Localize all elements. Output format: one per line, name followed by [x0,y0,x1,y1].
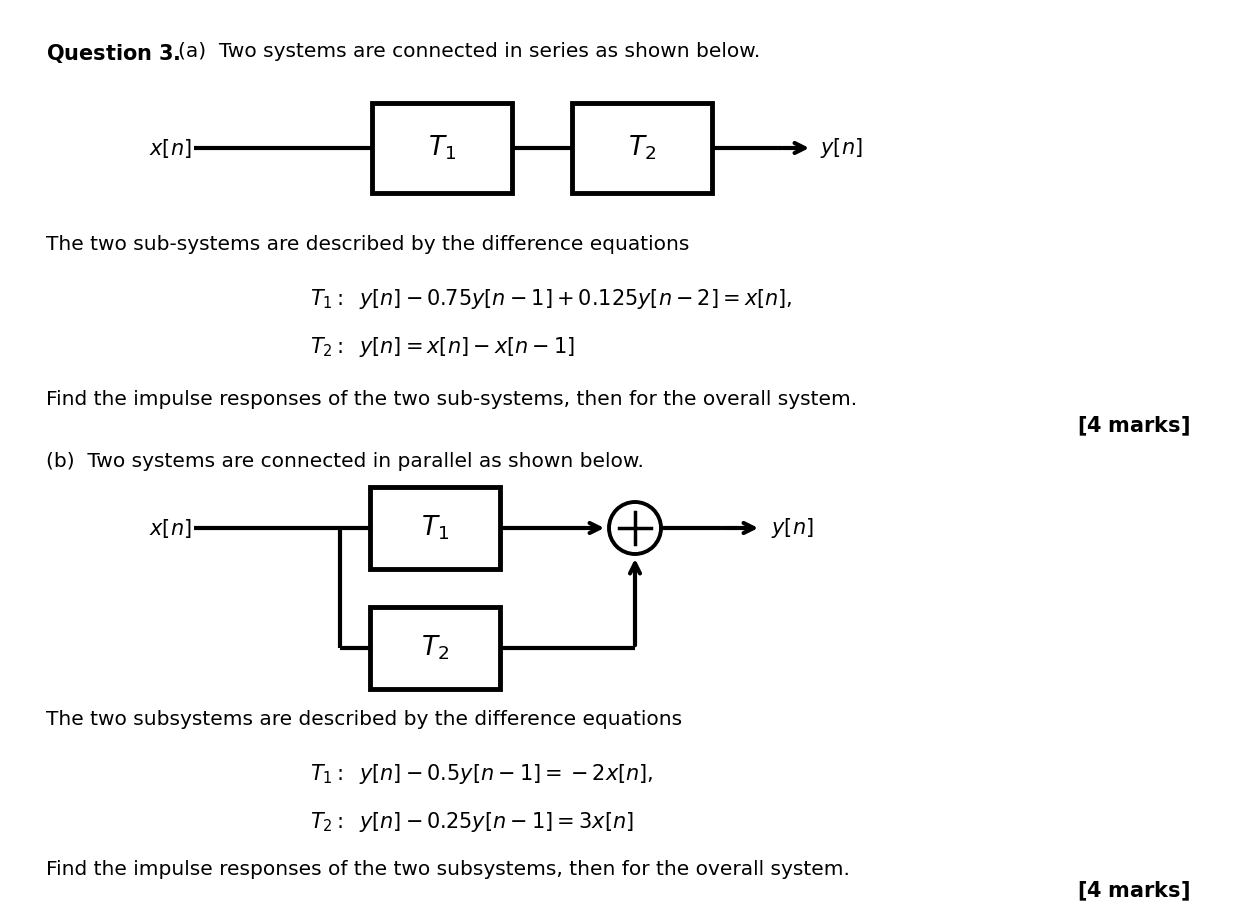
Text: $T_1 : \;\; y[n] - 0.75y[n-1] + 0.125y[n-2] = x[n],$: $T_1 : \;\; y[n] - 0.75y[n-1] + 0.125y[n… [310,287,792,311]
Text: (a)  Two systems are connected in series as shown below.: (a) Two systems are connected in series … [178,42,760,61]
Bar [370,487,500,569]
Text: $T_1$: $T_1$ [421,514,449,543]
Bar [373,103,512,193]
Text: $\mathbf{Question\ 3.}$: $\mathbf{Question\ 3.}$ [46,42,181,65]
Text: $T_2 : \;\; y[n] = x[n] - x[n-1]$: $T_2 : \;\; y[n] = x[n] - x[n-1]$ [310,335,576,359]
Text: $x[n]$: $x[n]$ [150,516,192,539]
Text: $\mathbf{[4\ marks]}$: $\mathbf{[4\ marks]}$ [1077,880,1190,903]
Text: $T_1 : \;\; y[n] - 0.5y[n-1] = -2x[n],$: $T_1 : \;\; y[n] - 0.5y[n-1] = -2x[n],$ [310,762,654,786]
Text: $T_2$: $T_2$ [628,134,657,162]
Text: The two subsystems are described by the difference equations: The two subsystems are described by the … [46,710,682,729]
Text: $T_2$: $T_2$ [421,634,449,662]
Circle shape [609,502,660,554]
Text: $\mathbf{[4\ marks]}$: $\mathbf{[4\ marks]}$ [1077,415,1190,439]
Text: $T_2 : \;\; y[n] - 0.25y[n-1] = 3x[n]$: $T_2 : \;\; y[n] - 0.25y[n-1] = 3x[n]$ [310,810,634,834]
Text: $y[n]$: $y[n]$ [820,136,862,160]
Text: (b)  Two systems are connected in parallel as shown below.: (b) Two systems are connected in paralle… [46,452,644,471]
Text: $y[n]$: $y[n]$ [771,516,814,540]
Text: The two sub-systems are described by the difference equations: The two sub-systems are described by the… [46,235,689,254]
Text: Find the impulse responses of the two subsystems, then for the overall system.: Find the impulse responses of the two su… [46,860,850,879]
Text: Find the impulse responses of the two sub-systems, then for the overall system.: Find the impulse responses of the two su… [46,390,857,409]
Bar [572,103,711,193]
Text: $T_1$: $T_1$ [427,134,456,162]
Bar [370,607,500,689]
Text: $x[n]$: $x[n]$ [150,137,192,159]
